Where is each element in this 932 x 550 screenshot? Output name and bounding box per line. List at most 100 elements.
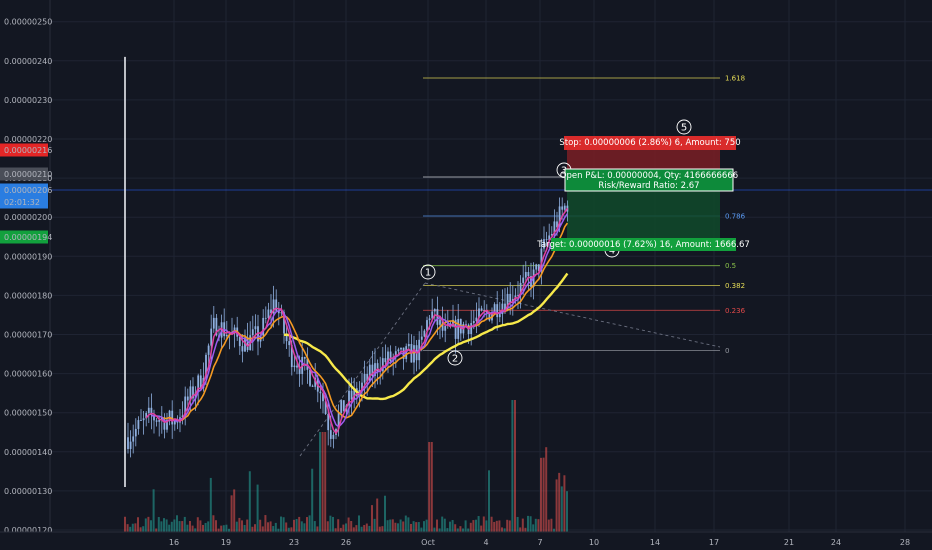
volume-bar bbox=[412, 521, 415, 532]
candle-body bbox=[376, 363, 379, 373]
candle-body bbox=[400, 347, 402, 350]
candle-body bbox=[241, 346, 244, 352]
candle-body bbox=[381, 358, 384, 372]
volume-bar bbox=[402, 521, 405, 532]
volume-bar bbox=[155, 528, 158, 532]
volume-bar bbox=[194, 528, 197, 532]
countdown-tag-bg bbox=[0, 195, 48, 209]
grid-lines bbox=[50, 0, 932, 532]
time-tick-label: 28 bbox=[900, 538, 910, 547]
price-axis[interactable]: 0.00000120 0.00000130 0.00000140 0.00000150… bbox=[0, 0, 52, 550]
volume-bar bbox=[410, 523, 412, 532]
candle-body bbox=[561, 206, 564, 210]
candle-body bbox=[506, 293, 509, 311]
volume-bar bbox=[425, 519, 428, 532]
volume-bar bbox=[334, 528, 337, 532]
volume-bar bbox=[485, 520, 488, 532]
candle-body bbox=[189, 386, 192, 401]
volume-bar bbox=[225, 524, 228, 532]
volume-bar bbox=[124, 516, 126, 532]
gray-price-tag-bg bbox=[0, 167, 48, 181]
volume-bar bbox=[178, 521, 181, 532]
volume-bar bbox=[321, 432, 324, 532]
volume-bar bbox=[163, 518, 165, 532]
candle-body bbox=[142, 418, 145, 421]
wave-circle bbox=[447, 350, 463, 366]
volume-bar bbox=[170, 521, 173, 532]
volume-bar bbox=[181, 521, 184, 532]
candle-body bbox=[238, 336, 241, 347]
time-tick-label: 19 bbox=[221, 538, 231, 547]
target-label-box bbox=[551, 238, 736, 251]
volume-bar bbox=[527, 515, 529, 532]
volume-bar bbox=[503, 528, 506, 532]
volume-bar bbox=[498, 520, 501, 532]
volume-bar bbox=[269, 521, 272, 532]
volume-bar bbox=[176, 515, 178, 532]
volume-bar bbox=[267, 522, 269, 532]
volume-bar bbox=[186, 524, 189, 532]
volume-bar bbox=[524, 527, 527, 532]
candle-body bbox=[413, 345, 415, 363]
candle-body bbox=[472, 321, 475, 324]
volume-bar bbox=[441, 516, 444, 532]
candle-body bbox=[478, 308, 480, 318]
volume-bar bbox=[545, 447, 548, 532]
volume-bar bbox=[324, 432, 327, 532]
volume-bar bbox=[256, 484, 259, 532]
time-tick-label: 24 bbox=[831, 538, 841, 547]
candle-body bbox=[433, 309, 436, 312]
volume-bar bbox=[274, 522, 277, 532]
volume-bar bbox=[308, 515, 311, 532]
current-price-tag-bg bbox=[0, 183, 48, 197]
volume-bar bbox=[566, 491, 568, 532]
candle-body bbox=[543, 239, 545, 249]
candle-body bbox=[550, 234, 553, 236]
pnl-label-box bbox=[564, 168, 734, 192]
candle-body bbox=[350, 390, 353, 400]
volume-bar bbox=[519, 527, 522, 532]
volume-bar bbox=[451, 520, 454, 532]
volume-bar bbox=[488, 470, 490, 532]
fib-retracement[interactable]: 1.618 0.786 0.5 0.382 0.236 0 bbox=[299, 75, 746, 457]
gray-price-tag: 0.00000210 bbox=[4, 170, 52, 179]
candle-body bbox=[332, 434, 335, 439]
volume-bar bbox=[165, 519, 168, 532]
volume-bar bbox=[246, 519, 249, 532]
candle-body bbox=[428, 318, 431, 321]
candle-body bbox=[298, 367, 301, 375]
candle-body bbox=[488, 312, 491, 321]
candle-body bbox=[285, 333, 288, 342]
volume-bar bbox=[295, 518, 298, 532]
volume-bar bbox=[285, 522, 288, 532]
candle-body bbox=[153, 415, 155, 421]
candle-body bbox=[558, 206, 561, 228]
volume-bar bbox=[126, 524, 129, 532]
stop-price-tag-bg bbox=[0, 143, 48, 157]
volume-bar bbox=[251, 526, 254, 532]
candle-body bbox=[150, 407, 153, 416]
candle-body bbox=[207, 345, 210, 355]
volume-bar bbox=[438, 528, 441, 532]
candle-body bbox=[384, 358, 387, 363]
time-tick-label: Oct bbox=[421, 538, 435, 547]
volume-bar bbox=[423, 521, 425, 532]
volume-bar bbox=[282, 517, 285, 532]
candle-body bbox=[465, 323, 467, 325]
volume-bar bbox=[319, 432, 321, 532]
time-axis[interactable]: 16 19 23 26 Oct 4 7 10 14 17 21 24 28 bbox=[0, 531, 932, 550]
volume-bar bbox=[547, 519, 550, 532]
volume-bar bbox=[558, 472, 561, 532]
volume-bar bbox=[280, 516, 282, 532]
volume-bar bbox=[137, 517, 139, 532]
fib-label: 0.5 bbox=[725, 262, 736, 270]
candle-body bbox=[199, 375, 202, 389]
volume-bar bbox=[298, 516, 301, 532]
candle-body bbox=[264, 317, 267, 319]
volume-bar bbox=[430, 442, 433, 532]
long-position-tool[interactable] bbox=[50, 150, 932, 249]
volume-bar bbox=[238, 517, 241, 532]
stop-label-text: Stop: 0.00000006 (2.86%) 6, Amount: 750 bbox=[559, 138, 740, 148]
volume-bar bbox=[360, 526, 363, 532]
